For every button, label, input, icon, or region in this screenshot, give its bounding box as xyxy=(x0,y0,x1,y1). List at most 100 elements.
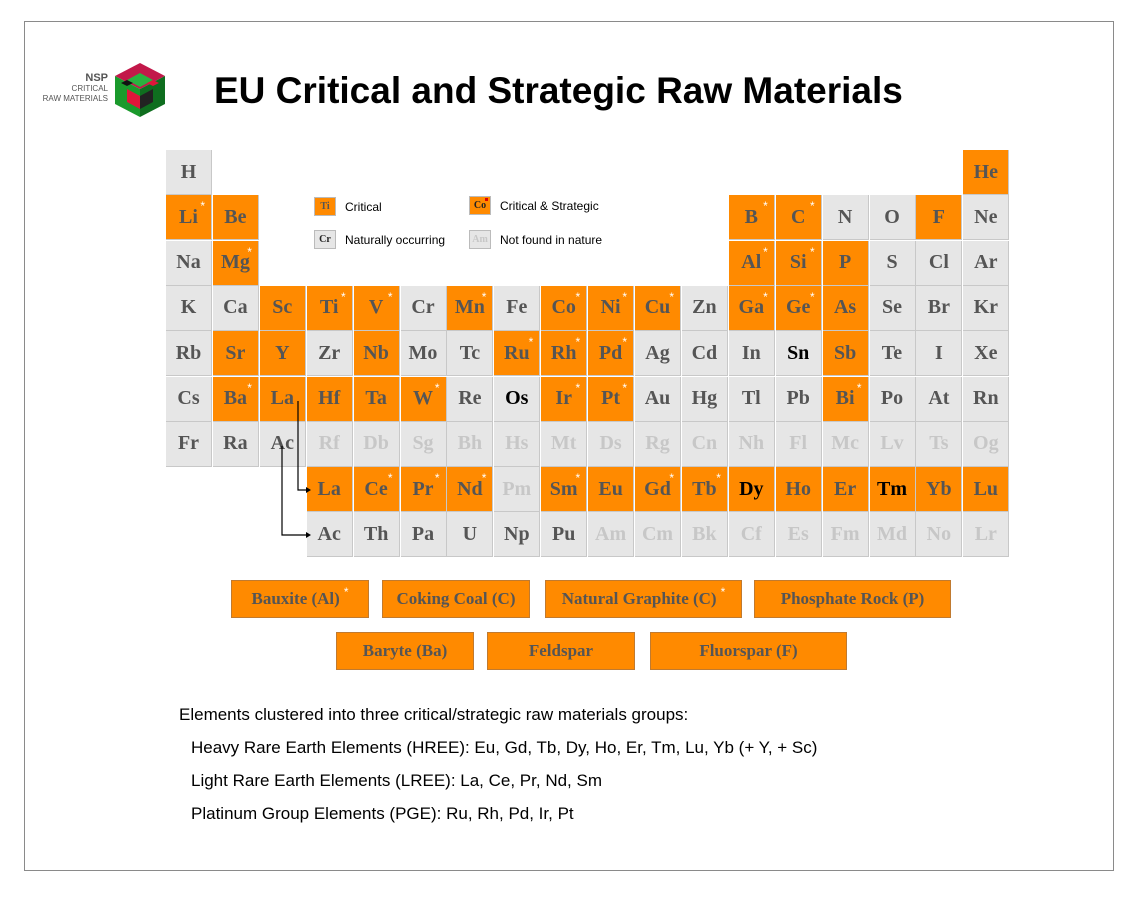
element-md-f: Md xyxy=(869,512,916,558)
element-zn: Zn xyxy=(681,285,728,331)
notes: Elements clustered into three critical/s… xyxy=(179,704,817,836)
element-symbol: Tm xyxy=(877,477,907,500)
element-symbol: Co xyxy=(551,296,576,319)
strategic-marker-icon: * xyxy=(720,585,726,599)
strategic-marker-icon: * xyxy=(341,289,346,304)
logo-cube-icon xyxy=(115,63,165,117)
material-label: Coking Coal (C) xyxy=(396,589,516,608)
element-sb: Sb xyxy=(822,331,869,377)
legend-swatch-symbol: Cr xyxy=(319,234,331,245)
element-symbol: Zn xyxy=(692,296,717,319)
element-nh: Nh xyxy=(728,421,775,467)
element-symbol: Hf xyxy=(318,387,341,409)
element-gd-f: Gd * xyxy=(635,467,681,513)
legend-item-nat: Cr Naturally occurring xyxy=(314,230,445,249)
legend-label: Critical & Strategic xyxy=(500,198,599,213)
element-ce-f: Ce * xyxy=(353,467,400,513)
strategic-marker-icon: * xyxy=(434,380,440,395)
element-li: Li * xyxy=(166,195,212,241)
element-symbol: Br xyxy=(927,296,950,319)
element-symbol: Bh xyxy=(457,432,483,455)
element-symbol: Ti xyxy=(319,296,339,319)
element-symbol: Th xyxy=(363,522,389,545)
element-symbol: Li xyxy=(179,205,198,228)
element-symbol: Mg xyxy=(220,251,250,274)
strategic-marker-icon: * xyxy=(387,289,393,304)
legend-label: Naturally occurring xyxy=(345,232,446,247)
element-symbol: Cu xyxy=(644,296,671,319)
element-ba: Ba * xyxy=(212,376,259,422)
element-c: C * xyxy=(775,195,822,241)
element-symbol: Sn xyxy=(787,341,810,364)
strategic-marker-icon: * xyxy=(669,471,674,486)
element-os: Os xyxy=(494,376,541,422)
element-symbol: V xyxy=(368,296,384,319)
element-symbol: Sr xyxy=(225,341,246,364)
notes-lree: Light Rare Earth Elements (LREE): La, Ce… xyxy=(191,771,602,790)
element-symbol: S xyxy=(886,251,898,274)
element-symbol: Xe xyxy=(974,341,998,364)
element-al: Al * xyxy=(728,240,775,286)
element-he: He xyxy=(963,150,1010,195)
element-symbol: Ds xyxy=(599,432,622,455)
element-yb-f: Yb xyxy=(916,467,963,513)
element-mo: Mo xyxy=(400,331,447,377)
element-o: O xyxy=(869,195,916,241)
element-symbol: Lv xyxy=(880,432,904,455)
element-bi: Bi * xyxy=(822,376,869,422)
element-cs: Cs xyxy=(166,376,212,422)
element-symbol: I xyxy=(934,341,943,364)
element-pd: Pd * xyxy=(588,331,635,377)
element-rh: Rh * xyxy=(541,331,588,377)
element-re: Re xyxy=(447,376,494,422)
element-pm-f: Pm xyxy=(494,467,541,513)
legend-swatch: Co xyxy=(469,196,491,215)
material-box: Natural Graphite (C) * xyxy=(545,580,742,618)
material-box: Bauxite (Al) * xyxy=(231,580,369,618)
logo-line-2: CRITICAL xyxy=(71,84,108,93)
element-pb: Pb xyxy=(775,376,822,422)
element-cu: Cu * xyxy=(635,285,681,331)
material-box: Fluorspar (F) xyxy=(650,632,847,670)
element-ni: Ni * xyxy=(588,285,635,331)
element-ca: Ca xyxy=(212,285,259,331)
element-pa-f: Pa xyxy=(400,512,447,558)
strategic-marker-icon: * xyxy=(528,335,534,350)
notes-intro: Elements clustered into three critical/s… xyxy=(179,705,689,724)
element-es-f: Es xyxy=(775,512,822,558)
element-ta: Ta xyxy=(353,376,400,422)
element-ar: Ar xyxy=(963,240,1010,286)
element-tm-f: Tm xyxy=(869,467,916,513)
element-in: In xyxy=(728,331,775,377)
element-symbol: U xyxy=(462,522,478,545)
legend-item-none: Am Not found in nature xyxy=(469,230,602,249)
element-symbol: Ac xyxy=(270,432,294,455)
element-zr: Zr xyxy=(306,331,353,377)
element-au: Au xyxy=(635,376,681,422)
element-u-f: U xyxy=(447,512,494,558)
element-symbol: Pm xyxy=(502,477,532,500)
element-fl: Fl xyxy=(775,421,822,467)
element-symbol: Tb xyxy=(692,477,717,500)
element-v: V * xyxy=(353,285,400,331)
element-at: At xyxy=(916,376,963,422)
element-tb-f: Tb * xyxy=(681,467,728,513)
element-b: B * xyxy=(728,195,775,241)
element-symbol: Ca xyxy=(223,296,248,319)
material-label: Fluorspar (F) xyxy=(699,641,798,660)
element-ts: Ts xyxy=(916,421,963,467)
element-symbol: Te xyxy=(881,341,903,364)
strategic-marker-icon: * xyxy=(343,585,349,599)
element-fr: Fr xyxy=(166,421,212,467)
element-symbol: Md xyxy=(877,522,907,545)
element-pu-f: Pu xyxy=(541,512,588,558)
material-box: Coking Coal (C) xyxy=(382,580,530,618)
element-cf-f: Cf xyxy=(728,512,775,558)
element-symbol: W xyxy=(413,387,433,409)
element-symbol: Ra xyxy=(223,432,248,455)
element-symbol: Al xyxy=(741,251,762,274)
element-symbol: Au xyxy=(644,387,671,409)
logo-text: NSP CRITICAL RAW MATERIALS xyxy=(30,72,108,104)
element-symbol: Mn xyxy=(454,296,485,319)
